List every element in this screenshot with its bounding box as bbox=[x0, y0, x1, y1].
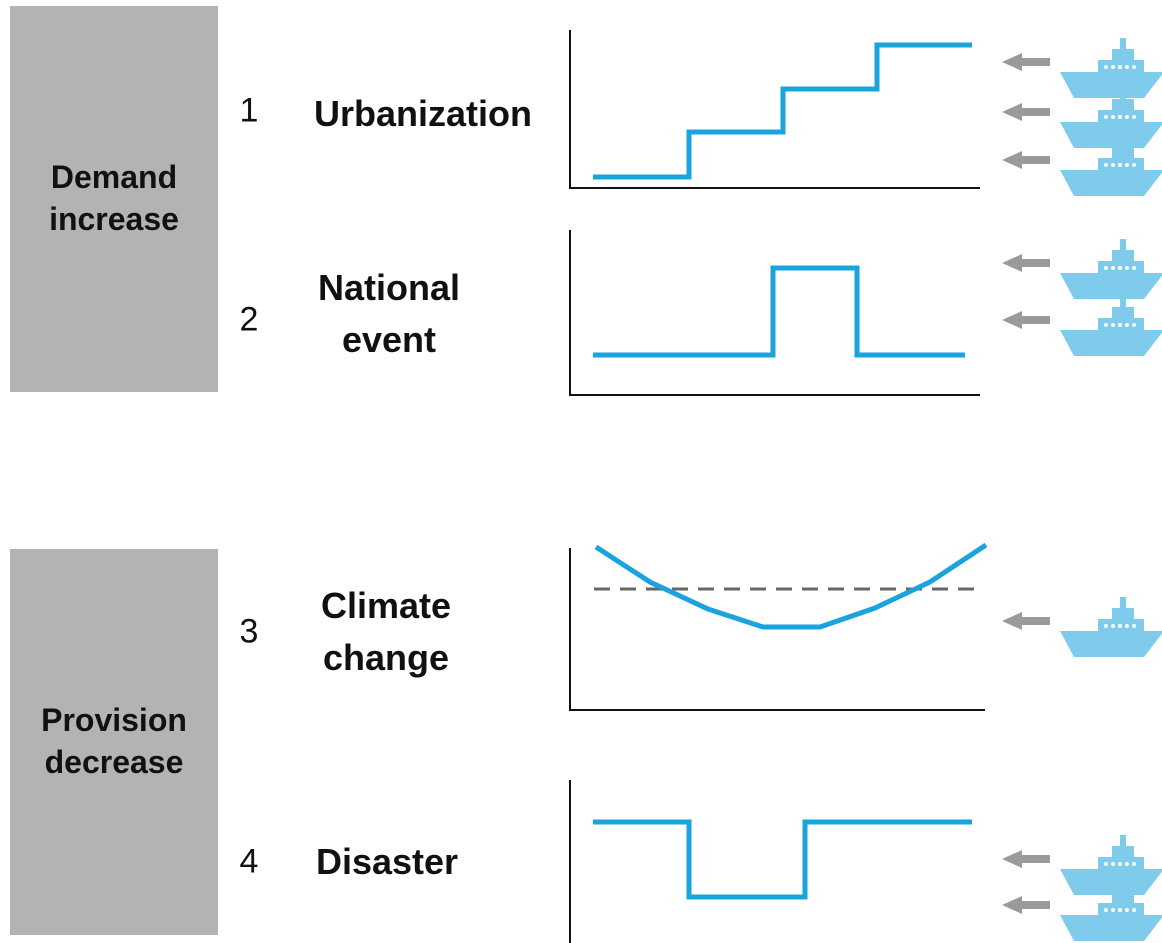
indicator-national-event-1 bbox=[1002, 239, 1162, 299]
left-arrow-icon bbox=[1002, 103, 1050, 121]
item-number: 2 bbox=[239, 300, 259, 339]
left-arrow-icon bbox=[1002, 254, 1050, 272]
panel-climate-change bbox=[569, 542, 988, 711]
axis bbox=[569, 230, 980, 396]
trend-line bbox=[593, 819, 972, 900]
item-number: 4 bbox=[239, 842, 259, 881]
axis bbox=[569, 548, 985, 711]
ship-icon bbox=[1060, 597, 1162, 657]
ship-icon bbox=[1060, 296, 1162, 356]
item-label: Climate change bbox=[320, 584, 452, 678]
item-label: National event bbox=[317, 266, 461, 360]
left-arrow-icon bbox=[1002, 53, 1050, 71]
item-label: Disaster bbox=[315, 840, 459, 882]
left-arrow-icon bbox=[1002, 612, 1050, 630]
axis bbox=[569, 30, 980, 189]
panel-disaster bbox=[569, 780, 972, 943]
group-box-demand-increase: Demand increase bbox=[10, 6, 218, 392]
left-arrow-icon bbox=[1002, 151, 1050, 169]
trend-line bbox=[593, 265, 965, 358]
item-number: 1 bbox=[239, 91, 259, 130]
group-label: Demand increase bbox=[49, 159, 179, 237]
indicator-urbanization-1 bbox=[1002, 38, 1162, 98]
ship-icon bbox=[1060, 38, 1162, 98]
ship-icon bbox=[1060, 835, 1162, 895]
panel-national-event bbox=[569, 230, 980, 396]
indicator-national-event-2 bbox=[1002, 296, 1162, 356]
left-arrow-icon bbox=[1002, 896, 1050, 914]
indicator-disaster-1 bbox=[1002, 835, 1162, 895]
group-label: Provision decrease bbox=[41, 702, 187, 780]
indicator-climate-change-1 bbox=[1002, 597, 1162, 657]
panel-urbanization bbox=[569, 30, 980, 189]
left-arrow-icon bbox=[1002, 850, 1050, 868]
trend-line bbox=[594, 542, 988, 630]
ship-icon bbox=[1060, 239, 1162, 299]
item-number: 3 bbox=[239, 612, 259, 651]
trend-line bbox=[593, 42, 972, 180]
item-label: Urbanization bbox=[313, 92, 533, 134]
group-box-provision-decrease: Provision decrease bbox=[10, 549, 218, 935]
left-arrow-icon bbox=[1002, 311, 1050, 329]
